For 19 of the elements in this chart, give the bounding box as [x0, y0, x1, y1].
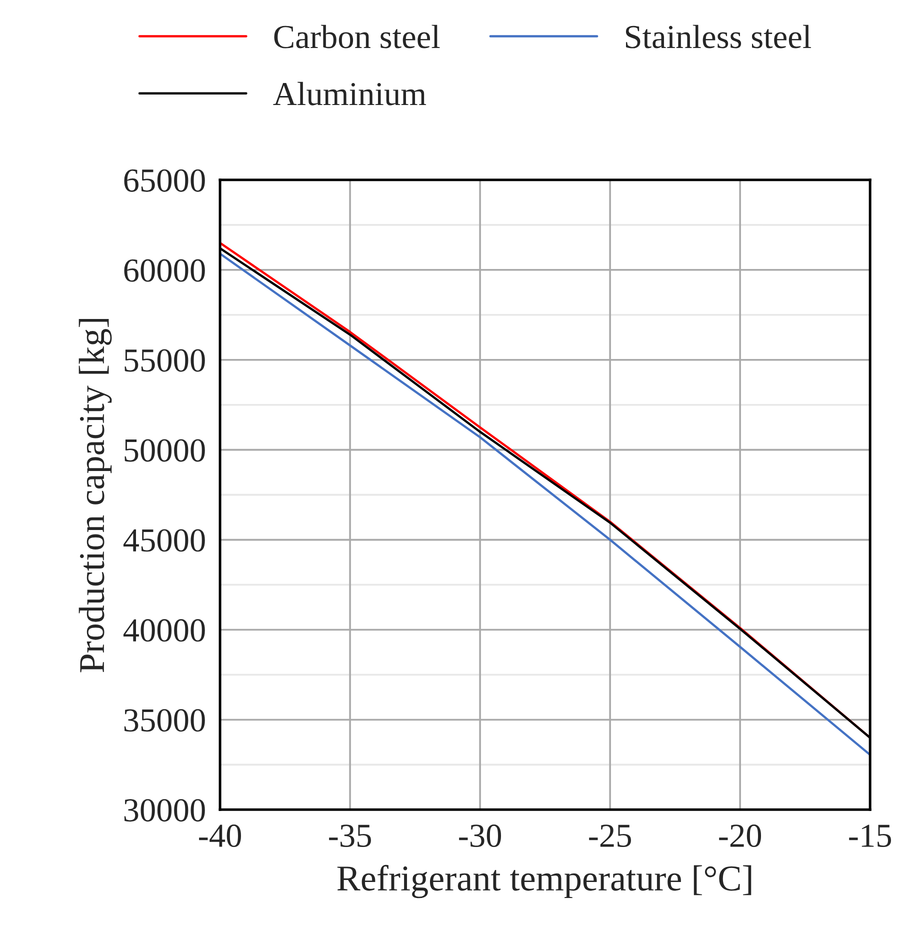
y-tick-label: 30000: [124, 799, 205, 822]
x-tick-label: -35: [329, 824, 371, 848]
y-tick-label: 45000: [123, 529, 205, 552]
legend-label: Stainless steel: [626, 24, 812, 48]
x-tick-label: -20: [719, 824, 762, 848]
x-tick-label: -30: [459, 824, 501, 848]
x-tick-label: -40: [199, 824, 241, 848]
y-tick-label: 40000: [123, 619, 205, 642]
x-axis-title: Refrigerant temperature [°C]: [337, 864, 752, 898]
y-tick-label: 60000: [124, 259, 205, 282]
y-axis-title: Production capacity [kg]: [78, 318, 112, 672]
y-tick-label: 65000: [124, 169, 205, 192]
legend-label: Carbon steel: [274, 24, 440, 48]
x-tick-label: -15: [849, 824, 892, 848]
x-tick-label: -25: [589, 824, 631, 848]
y-tick-label: 55000: [124, 349, 205, 372]
y-tick-label: 35000: [124, 709, 205, 732]
y-tick-label: 50000: [124, 439, 205, 462]
legend-label: Aluminium: [273, 82, 426, 106]
